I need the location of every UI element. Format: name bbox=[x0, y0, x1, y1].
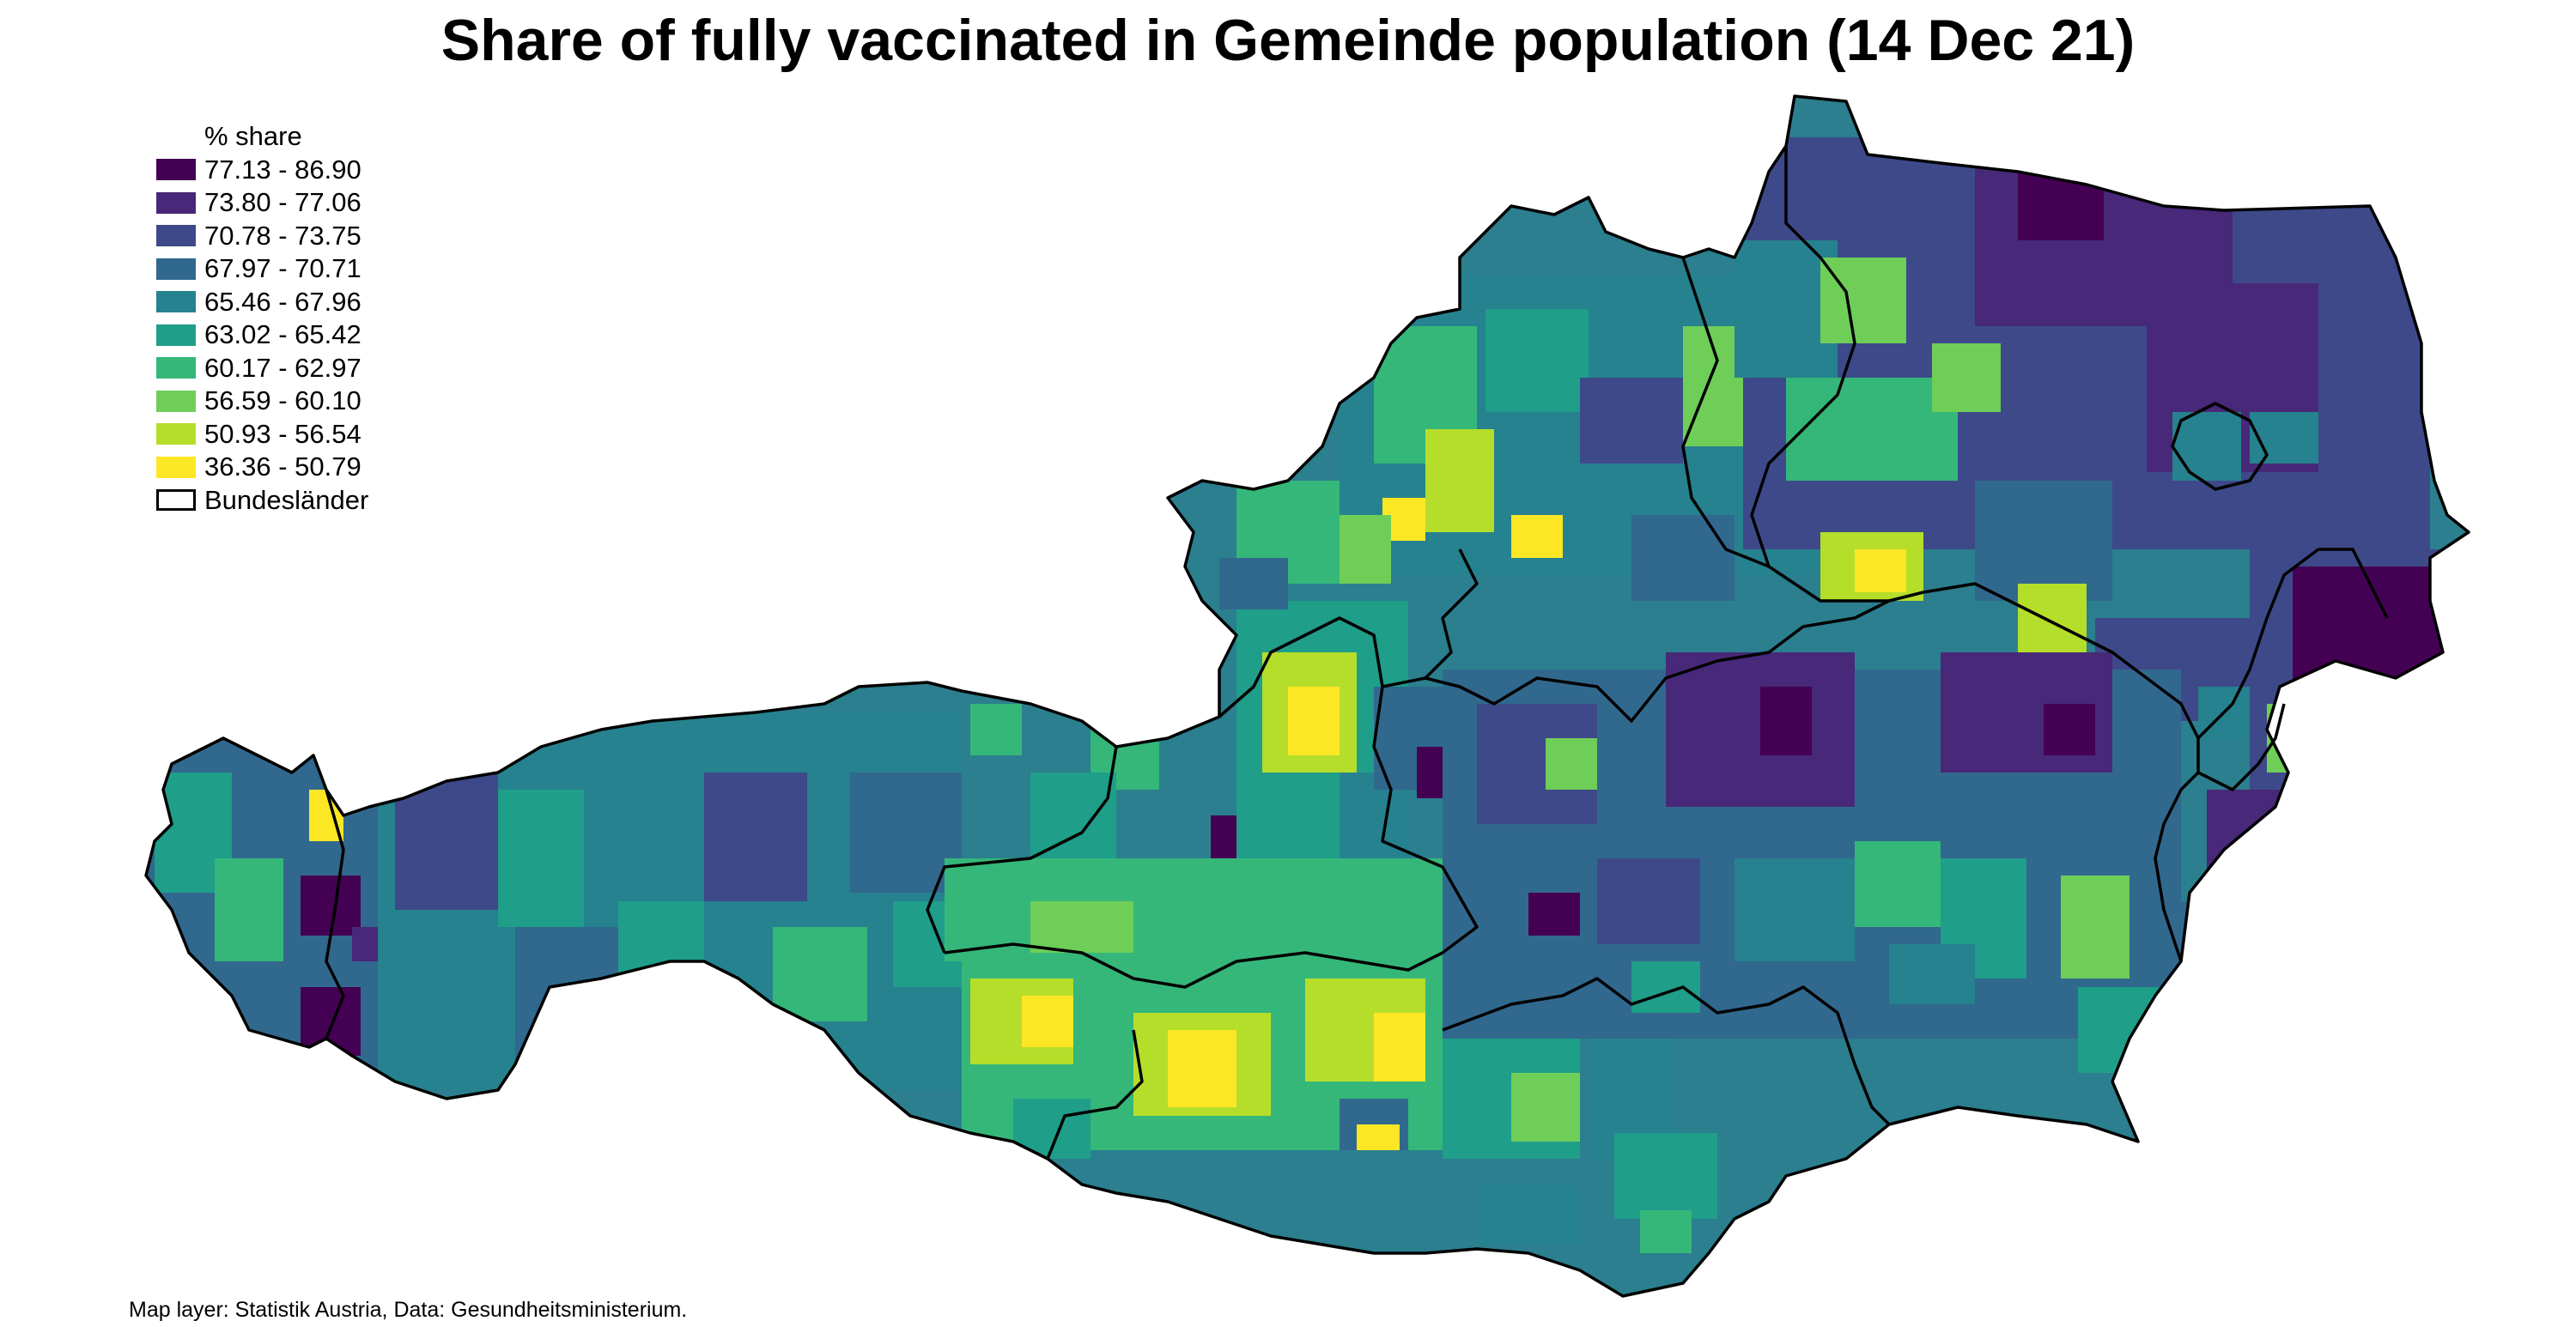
legend-swatch bbox=[156, 457, 196, 478]
legend-swatch bbox=[156, 324, 196, 346]
legend-label: 73.80 - 77.06 bbox=[204, 186, 361, 220]
legend-swatch bbox=[156, 225, 196, 246]
map-legend: % share 77.13 - 86.90 73.80 - 77.06 70.7… bbox=[156, 120, 368, 517]
legend-boundary-label: Bundesländer bbox=[204, 484, 368, 518]
legend-class-7: 60.17 - 62.97 bbox=[156, 352, 368, 385]
legend-class-6: 63.02 - 65.42 bbox=[156, 318, 368, 352]
legend-swatch bbox=[156, 391, 196, 412]
legend-label: 67.97 - 70.71 bbox=[204, 252, 361, 286]
legend-swatch bbox=[156, 423, 196, 445]
legend-label: 50.93 - 56.54 bbox=[204, 418, 361, 451]
legend-label: 65.46 - 67.96 bbox=[204, 286, 361, 319]
legend-class-3: 70.78 - 73.75 bbox=[156, 220, 368, 253]
legend-label: 36.36 - 50.79 bbox=[204, 451, 361, 484]
legend-class-4: 67.97 - 70.71 bbox=[156, 252, 368, 286]
legend-class-8: 56.59 - 60.10 bbox=[156, 385, 368, 418]
legend-swatch bbox=[156, 159, 196, 180]
legend-label: 60.17 - 62.97 bbox=[204, 352, 361, 385]
legend-label: 70.78 - 73.75 bbox=[204, 220, 361, 253]
legend-label: 56.59 - 60.10 bbox=[204, 385, 361, 418]
legend-class-5: 65.46 - 67.96 bbox=[156, 286, 368, 319]
legend-class-2: 73.80 - 77.06 bbox=[156, 186, 368, 220]
legend-class-9: 50.93 - 56.54 bbox=[156, 418, 368, 451]
source-caption: Map layer: Statistik Austria, Data: Gesu… bbox=[129, 1298, 687, 1323]
legend-swatch bbox=[156, 291, 196, 312]
legend-boundary-swatch bbox=[156, 489, 196, 511]
legend-boundary-entry: Bundesländer bbox=[156, 484, 368, 518]
legend-label: 77.13 - 86.90 bbox=[204, 154, 361, 187]
legend-class-1: 77.13 - 86.90 bbox=[156, 154, 368, 187]
legend-label: 63.02 - 65.42 bbox=[204, 318, 361, 352]
legend-class-10: 36.36 - 50.79 bbox=[156, 451, 368, 484]
legend-swatch bbox=[156, 192, 196, 214]
legend-swatch bbox=[156, 258, 196, 280]
legend-title: % share bbox=[204, 120, 368, 154]
legend-swatch bbox=[156, 357, 196, 379]
